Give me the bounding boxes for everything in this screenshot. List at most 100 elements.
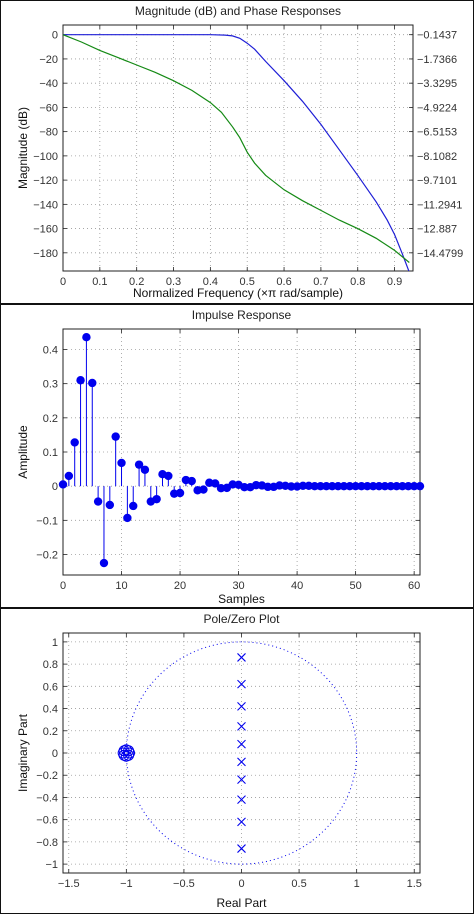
impulse-marker xyxy=(287,482,296,491)
x-tick-label: 60 xyxy=(408,580,420,592)
y-tick-label: −40 xyxy=(39,78,58,90)
y2-tick-label: −1.7366 xyxy=(417,54,457,66)
impulse-marker xyxy=(316,481,325,491)
y-tick-label: 0.3 xyxy=(43,379,58,391)
x-tick-label: 0 xyxy=(60,276,66,288)
impulse-marker xyxy=(82,333,91,342)
y-tick-label: 0.8 xyxy=(43,659,58,671)
y2-tick-label: −9.7101 xyxy=(417,175,457,187)
impulse-marker xyxy=(368,481,378,491)
x-tick-label: 0.3 xyxy=(166,276,181,288)
y-tick-label: −20 xyxy=(39,54,58,66)
pole-marker xyxy=(237,795,246,805)
chart-title: Impulse Response xyxy=(192,308,292,322)
y2-tick-label: −8.1082 xyxy=(417,151,457,163)
y2-tick-label: −11.2941 xyxy=(417,199,462,211)
impulse-marker xyxy=(310,481,319,491)
impulse-marker xyxy=(386,481,395,491)
plot-frame xyxy=(62,632,421,874)
plot-frame xyxy=(62,328,421,576)
y2-tick-label: −6.5153 xyxy=(417,127,457,139)
x-tick-label: 0.1 xyxy=(92,276,107,288)
phase-series-line xyxy=(63,34,410,263)
y-axis-label: Magnitude (dB) xyxy=(16,107,30,189)
impulse-marker xyxy=(64,471,74,481)
pole-marker xyxy=(237,757,246,767)
impulse-marker xyxy=(129,501,138,511)
impulse-marker xyxy=(164,471,173,481)
impulse-marker xyxy=(93,497,103,506)
pole-marker xyxy=(237,844,246,853)
y-tick-label: 0.6 xyxy=(43,681,58,693)
y-tick-label: −100 xyxy=(33,151,58,163)
impulse-marker xyxy=(363,481,372,491)
y-tick-label: −160 xyxy=(33,224,58,236)
impulse-marker xyxy=(117,458,126,468)
y-tick-label: −0.6 xyxy=(36,815,58,827)
y-tick-label: −60 xyxy=(39,102,58,114)
impulse-marker xyxy=(339,481,349,491)
pole-marker xyxy=(237,739,246,749)
pole-zero-panel: −1.5 −1 −0.5 0 0.5 1 1.5 −1 −0.8 −0.6 −0.4 −0.2 0 0.2… xyxy=(0,608,474,914)
x-axis-label: Real Part xyxy=(216,896,267,910)
y2-tick-label: −0.1437 xyxy=(417,30,457,42)
y-tick-label: −1 xyxy=(45,859,58,871)
impulse-marker xyxy=(415,481,425,491)
impulse-marker xyxy=(123,513,132,523)
impulse-marker xyxy=(111,432,120,441)
impulse-marker xyxy=(333,481,343,491)
x-tick-label: 30 xyxy=(232,580,244,592)
x-axis-label: Normalized Frequency (×π rad/sample) xyxy=(133,286,343,300)
impulse-marker xyxy=(322,481,331,491)
zero-marker xyxy=(123,745,135,757)
impulse-marker xyxy=(199,485,208,494)
y-tick-label: 0.4 xyxy=(43,345,58,357)
impulse-marker xyxy=(58,480,68,489)
impulse-marker xyxy=(380,481,390,491)
impulse-marker xyxy=(175,488,185,498)
magnitude-phase-panel: 0 0.1 0.2 0.3 0.4 0.5 0.6 0.7 0.8 0.9 0 −20 −40 −60 −8… xyxy=(0,0,474,304)
magnitude-series-line xyxy=(63,34,410,271)
x-tick-label: 0.4 xyxy=(203,276,218,288)
y-tick-label: −0.2 xyxy=(36,550,58,562)
y2-tick-label: −12.887 xyxy=(417,224,457,236)
impulse-marker xyxy=(210,479,220,488)
y-tick-label: 0 xyxy=(52,748,58,760)
impulse-marker xyxy=(398,481,407,491)
y-tick-label: 0 xyxy=(52,481,58,493)
x-tick-label: 40 xyxy=(291,580,303,592)
y-tick-label: −120 xyxy=(33,175,58,187)
x-tick-label: 1 xyxy=(354,878,360,890)
x-tick-label: 0.6 xyxy=(276,276,291,288)
y-tick-label: −80 xyxy=(39,127,58,139)
y-tick-label: 0.4 xyxy=(43,704,58,716)
impulse-marker xyxy=(88,378,97,388)
x-tick-label: 20 xyxy=(174,580,186,592)
x-tick-label: 0 xyxy=(238,878,244,890)
y-tick-label: 0.2 xyxy=(43,413,58,425)
x-tick-label: −0.5 xyxy=(173,878,195,890)
impulse-marker xyxy=(134,460,144,469)
impulse-marker xyxy=(187,476,196,486)
impulse-marker xyxy=(70,438,79,447)
x-tick-label: 0.5 xyxy=(291,878,306,890)
y-tick-label: 0.2 xyxy=(43,726,58,738)
y-axis-label: Amplitude xyxy=(16,425,30,479)
impulse-response-panel: 0 10 20 30 40 50 60 −0.2 −0.1 0 0.1 0.2 0.3 0.4 Impuls… xyxy=(0,304,474,608)
x-tick-label: 50 xyxy=(349,580,361,592)
impulse-marker xyxy=(351,481,360,491)
plot-frame xyxy=(62,24,414,272)
impulse-response-chart: 0 10 20 30 40 50 60 −0.2 −0.1 0 0.1 0.2 0.3 0.4 Impuls… xyxy=(16,308,425,606)
impulse-marker xyxy=(240,482,249,492)
impulse-marker xyxy=(99,558,109,568)
impulse-marker xyxy=(392,481,401,491)
impulse-marker xyxy=(328,481,337,491)
y-tick-label: −0.1 xyxy=(36,515,58,527)
y-tick-label: −0.4 xyxy=(36,792,58,804)
x-tick-label: 0.7 xyxy=(313,276,328,288)
x-tick-label: −1 xyxy=(120,878,133,890)
pole-marker xyxy=(237,701,246,711)
x-tick-label: 0.5 xyxy=(240,276,255,288)
y-tick-label: −140 xyxy=(33,199,58,211)
